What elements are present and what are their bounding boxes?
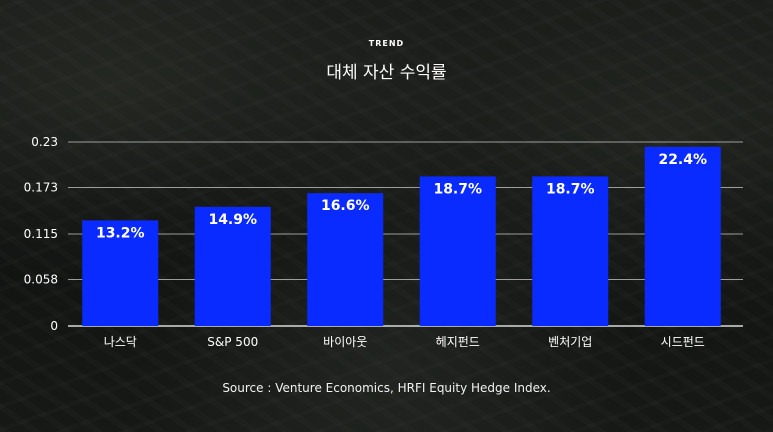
data-label: 18.7%: [433, 181, 482, 197]
data-label: 14.9%: [208, 212, 257, 228]
chart-kicker: TREND: [368, 39, 405, 48]
chart-title: 대체 자산 수익률: [326, 63, 447, 83]
data-label: 13.2%: [96, 225, 145, 241]
y-tick-label: 0.058: [24, 273, 58, 287]
bar: [644, 146, 721, 326]
data-label: 16.6%: [321, 198, 370, 214]
data-label: 22.4%: [658, 152, 707, 168]
y-tick-label: 0.173: [24, 181, 58, 195]
x-tick-label: 시드펀드: [661, 335, 705, 349]
data-label: 18.7%: [546, 181, 595, 197]
x-tick-label: 나스닥: [104, 335, 137, 349]
bar: [194, 206, 271, 326]
y-tick-label: 0: [50, 319, 58, 333]
x-tick-label: 바이아웃: [323, 335, 367, 349]
bar: [419, 176, 496, 326]
x-tick-label: 헤지펀드: [436, 335, 480, 349]
bar: [307, 193, 384, 326]
bar: [532, 176, 609, 326]
source-note: Source : Venture Economics, HRFI Equity …: [222, 381, 551, 395]
y-tick-label: 0.23: [31, 135, 58, 149]
x-tick-label: 벤처기업: [548, 335, 592, 349]
x-tick-label: S&P 500: [207, 335, 258, 349]
bar: [82, 220, 159, 326]
y-tick-label: 0.115: [24, 227, 58, 241]
